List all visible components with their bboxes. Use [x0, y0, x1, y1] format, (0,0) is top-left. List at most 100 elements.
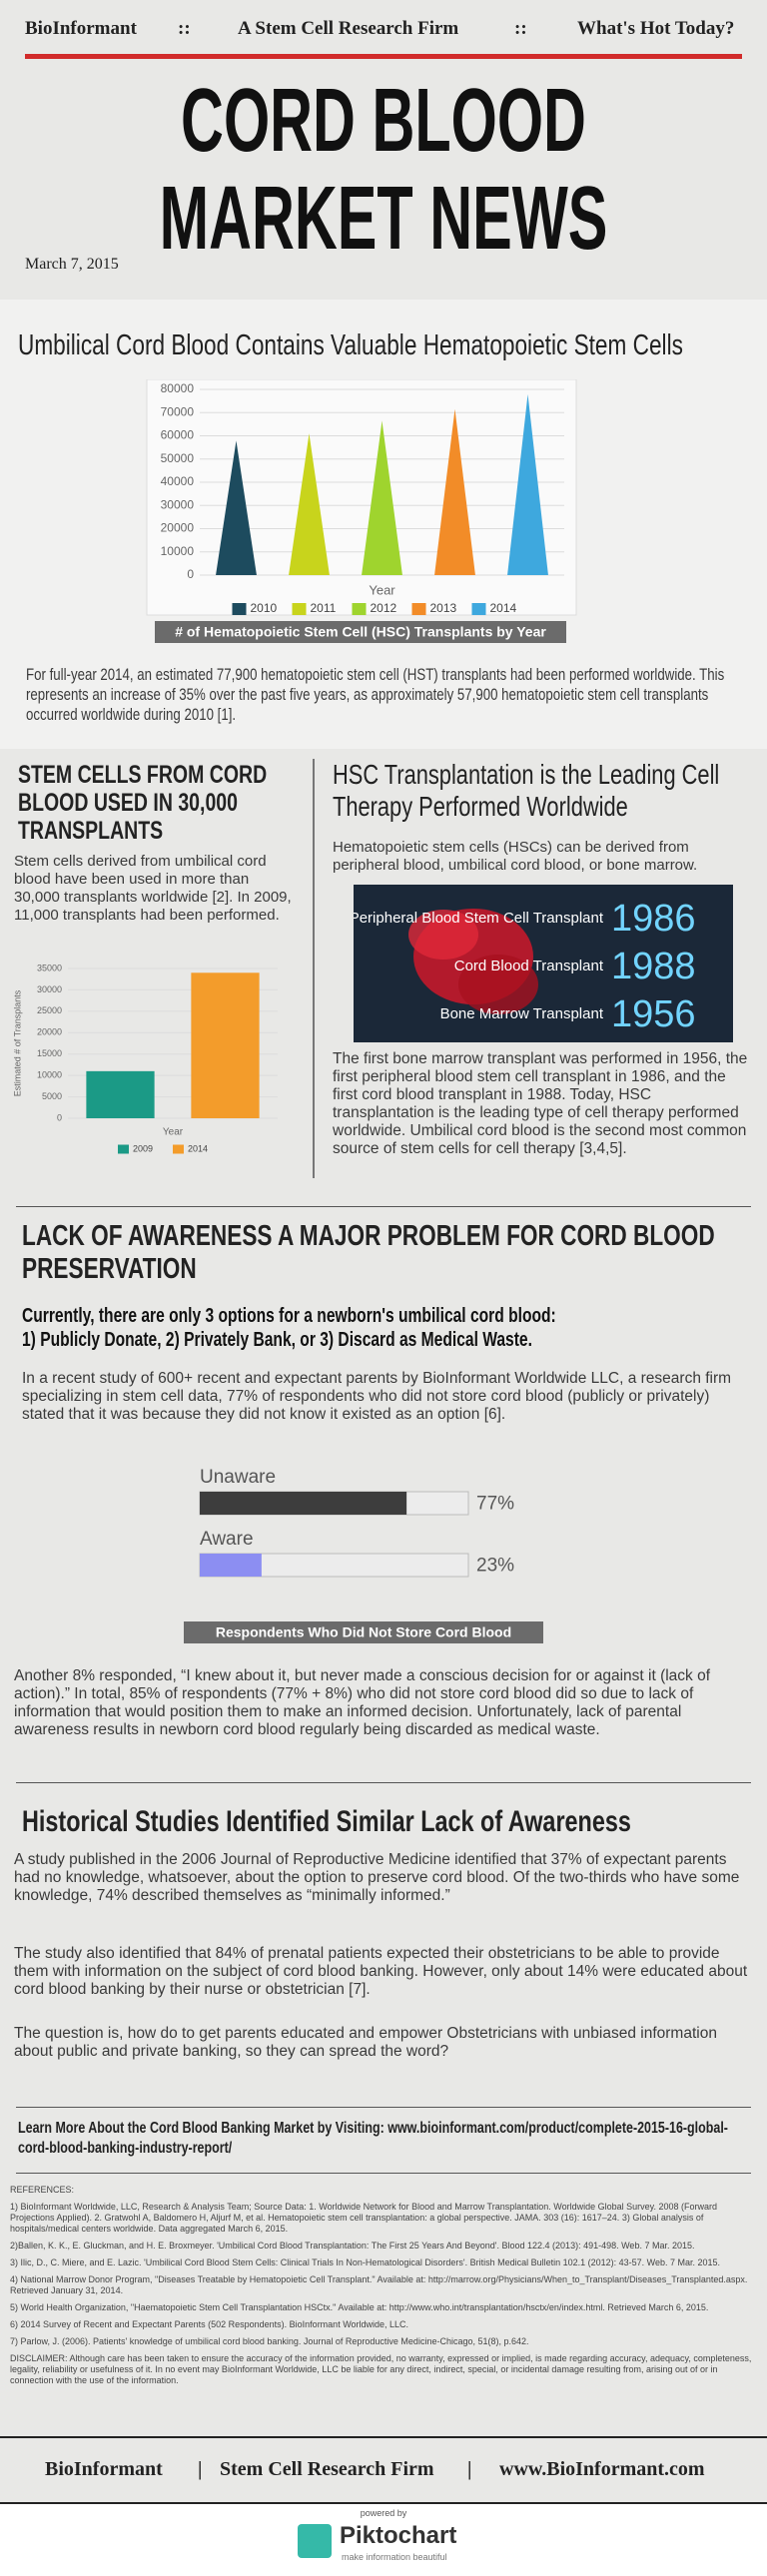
y-tick-label: 25000: [37, 1005, 62, 1015]
nav-brand: BioInformant: [25, 18, 137, 39]
reference: 6) 2014 Survey of Recent and Expectant P…: [10, 2319, 409, 2329]
powered-brand[interactable]: Piktochart: [340, 2522, 457, 2549]
panel-label: Bone Marrow Transplant: [440, 1005, 604, 1022]
footer: [0, 2436, 767, 2504]
panel-year: 1988: [611, 946, 696, 987]
section-rule: [16, 2107, 751, 2108]
references: REFERENCES: 1) BioInformant Worldwide, L…: [10, 2185, 754, 2430]
section-heading: LACK OF AWARENESS A MAJOR PROBLEM FOR CO…: [22, 1220, 715, 1285]
chart-frame: [146, 379, 577, 616]
y-axis-label: Estimated # of Transplants: [12, 989, 22, 1096]
x-axis-label: Year: [163, 1127, 184, 1138]
y-tick-label: 50000: [161, 451, 195, 465]
disclaimer: DISCLAIMER: Although care has been taken…: [10, 2353, 752, 2385]
y-tick-label: 5000: [42, 1091, 62, 1101]
transplant-panel: Peripheral Blood Stem Cell Transplant 198…: [354, 885, 733, 1042]
column-divider: [313, 759, 315, 1178]
reference: 4) National Marrow Donor Program, "Disea…: [10, 2274, 748, 2295]
value-label: 23%: [476, 1556, 514, 1577]
paragraph: The first bone marrow transplant was per…: [333, 1050, 748, 1157]
footer-link[interactable]: www.BioInformant.com: [499, 2458, 705, 2480]
section-heading: Umbilical Cord Blood Contains Valuable H…: [18, 329, 683, 361]
bar: [191, 972, 260, 1118]
y-tick-label: 10000: [161, 544, 195, 558]
bar: [200, 1554, 262, 1577]
panel-label: Peripheral Blood Stem Cell Transplant: [354, 910, 604, 927]
bar: [434, 408, 475, 575]
cell-illustration: [408, 910, 478, 960]
nav-tagline: A Stem Cell Research Firm: [238, 18, 459, 39]
y-tick-label: 35000: [37, 963, 62, 972]
panel-label: Cord Blood Transplant: [454, 958, 604, 974]
y-tick-label: 80000: [161, 381, 195, 395]
date: March 7, 2015: [25, 256, 119, 273]
paragraph: A study published in the 2006 Journal of…: [14, 1851, 740, 1904]
column-heading: STEM CELLS FROM CORD BLOOD USED IN 30,00…: [18, 761, 268, 845]
bar: [507, 393, 548, 575]
footer-brand: BioInformant: [45, 2458, 163, 2480]
paragraph: For full-year 2014, an estimated 77,900 …: [26, 665, 725, 724]
legend-swatch: [232, 603, 247, 615]
y-tick-label: 20000: [161, 521, 195, 535]
legend-swatch: [173, 1144, 184, 1154]
caption-box: [155, 621, 566, 643]
column-heading: HSC Transplantation is the Leading Cell …: [333, 759, 720, 822]
x-axis-label: Year: [369, 582, 395, 597]
footer-separator: |: [198, 2458, 203, 2480]
reference-list: 1) BioInformant Worldwide, LLC, Research…: [10, 2202, 754, 2347]
chart-caption: Respondents Who Did Not Store Cord Blood: [216, 1624, 511, 1640]
legend-label: 2009: [133, 1143, 153, 1153]
powered-tagline: make information beautiful: [342, 2552, 447, 2562]
legend-swatch: [411, 603, 426, 615]
reference: 7) Parlow, J. (2006). Patients' knowledg…: [10, 2336, 529, 2346]
caption-box: [184, 1621, 543, 1643]
legend-swatch: [471, 603, 486, 615]
bar: [216, 440, 257, 575]
section-rule: [16, 1782, 751, 1783]
paragraph: The question is, how do to get parents e…: [14, 2025, 717, 2060]
bar-label: Unaware: [200, 1467, 276, 1488]
reference: 2)Ballen, K. K., E. Gluckman, and H. E. …: [10, 2241, 695, 2251]
section-rule: [16, 2173, 751, 2174]
footer-separator: |: [467, 2458, 472, 2480]
legend-swatch: [292, 603, 307, 615]
transplants-chart: 0 10000 20000 30000 40000 50000 60000 70000 8000…: [146, 379, 577, 643]
bar: [362, 420, 402, 575]
y-tick-label: 10000: [37, 1070, 62, 1080]
paragraph: Hematopoietic stem cells (HSCs) can be d…: [333, 839, 698, 874]
subheading: Currently, there are only 3 options for …: [22, 1304, 723, 1352]
footer-tagline: Stem Cell Research Firm: [220, 2458, 434, 2480]
paragraph: Stem cells derived from umbilical cord b…: [14, 853, 292, 924]
nav-separator: ::: [178, 18, 191, 39]
subheading-line: 1) Publicly Donate, 2) Privately Bank, o…: [22, 1329, 532, 1351]
nav-separator: ::: [514, 18, 527, 39]
cord-blood-chart: 0 5000 10000 15000 20000 25000 30000 35000 Year E…: [12, 963, 278, 1154]
legend-label: 2014: [188, 1143, 208, 1153]
main-title: CORD BLOOD MARKET NEWS: [159, 71, 608, 269]
legend-label: 2011: [311, 601, 337, 615]
panel-year: 1956: [611, 993, 696, 1035]
section-rule: [16, 1206, 751, 1207]
nav-link[interactable]: What's Hot Today?: [577, 18, 735, 39]
paragraph: Another 8% responded, “I knew about it, …: [14, 1667, 711, 1738]
bar-label: Aware: [200, 1529, 254, 1550]
y-tick-label: 0: [187, 567, 194, 581]
chart-caption: # of Hematopoietic Stem Cell (HSC) Trans…: [175, 624, 546, 640]
value-label: 77%: [476, 1494, 514, 1515]
legend-swatch: [352, 603, 367, 615]
legend-label: 2010: [251, 601, 278, 615]
subheading-line: Currently, there are only 3 options for …: [22, 1305, 556, 1327]
y-tick-label: 20000: [37, 1027, 62, 1037]
paragraph: The study also identified that 84% of pr…: [14, 1945, 748, 1998]
reference: 3) Ilic, D., C. Miere, and E. Lazic. 'Um…: [10, 2257, 721, 2267]
bar: [200, 1492, 407, 1515]
learn-more-link[interactable]: Learn More About the Cord Blood Banking …: [18, 2120, 728, 2157]
cell-illustration: [458, 955, 538, 1014]
paragraph: In a recent study of 600+ recent and exp…: [22, 1370, 732, 1423]
awareness-chart: Unaware 77% Aware 23% Respondents Who Did No…: [184, 1467, 543, 1643]
section-heading: Historical Studies Identified Similar La…: [22, 1805, 631, 1838]
bar: [289, 433, 330, 575]
y-tick-label: 30000: [161, 497, 195, 511]
y-tick-label: 60000: [161, 428, 195, 442]
